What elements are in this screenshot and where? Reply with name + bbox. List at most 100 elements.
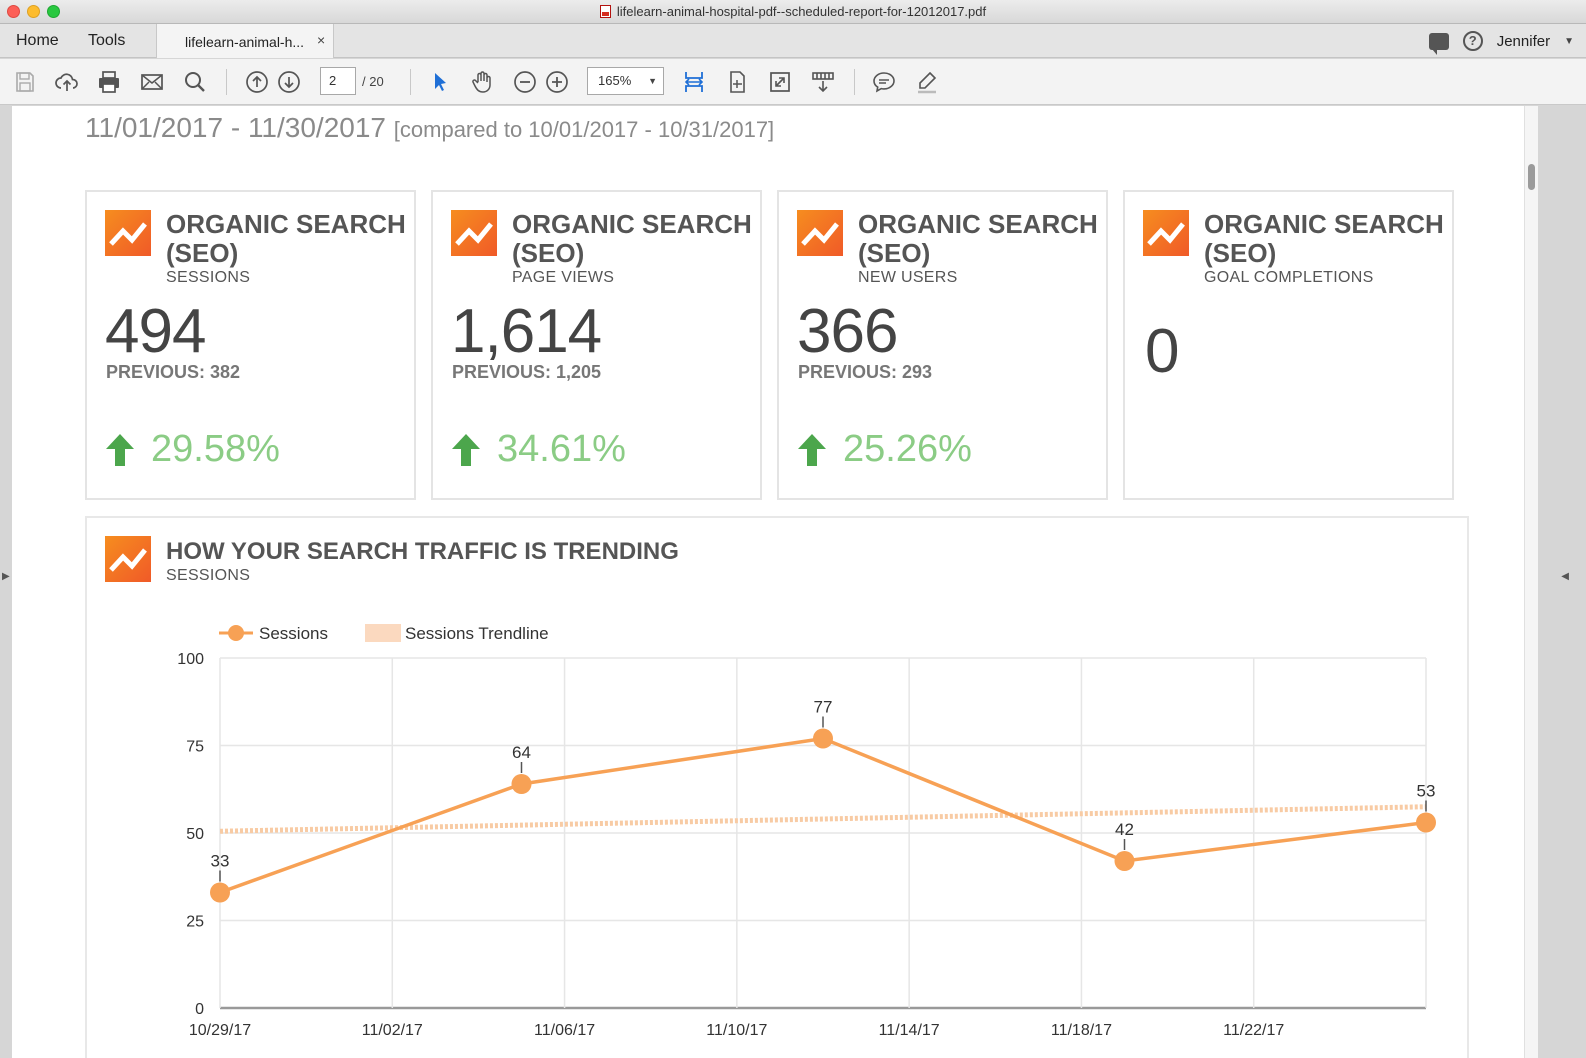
data-point xyxy=(210,882,230,903)
close-tab-icon[interactable]: × xyxy=(317,32,326,48)
legend-trendline-swatch xyxy=(365,624,401,642)
data-label: 33 xyxy=(211,852,230,871)
page-total: / 20 xyxy=(362,74,384,89)
up-arrow-icon xyxy=(797,433,827,467)
card-subtitle: SESSIONS xyxy=(166,269,251,286)
right-panel-toggle-icon[interactable]: ◀ xyxy=(1561,571,1569,582)
legend-label-sessions: Sessions xyxy=(259,624,328,643)
chart-legend: Sessions Sessions Trendline xyxy=(219,624,549,643)
chevron-down-icon[interactable]: ▼ xyxy=(1564,35,1574,47)
window-titlebar: lifelearn-animal-hospital-pdf--scheduled… xyxy=(0,0,1586,24)
data-label: 64 xyxy=(512,743,531,762)
account-area: ? Jennifer ▼ xyxy=(1428,30,1574,55)
search-icon[interactable] xyxy=(183,70,207,94)
pdf-file-icon xyxy=(599,5,611,18)
user-name[interactable]: Jennifer xyxy=(1496,32,1551,50)
page-number-input[interactable]: 2 xyxy=(320,67,356,95)
y-tick-label: 75 xyxy=(186,739,204,756)
legend-label-trendline: Sessions Trendline xyxy=(405,624,549,643)
card-change: 29.58% xyxy=(105,428,280,471)
close-window-button[interactable] xyxy=(7,5,20,18)
card-title: ORGANIC SEARCH (SEO) xyxy=(166,209,406,268)
y-tick-label: 25 xyxy=(186,914,204,931)
card-title: ORGANIC SEARCH (SEO) xyxy=(1204,209,1444,268)
scrollbar-thumb[interactable] xyxy=(1528,164,1535,190)
card-value: 494 xyxy=(105,297,206,366)
mail-icon[interactable] xyxy=(140,70,164,94)
scroll-mode-icon[interactable] xyxy=(811,70,835,94)
card-previous: PREVIOUS: 382 xyxy=(106,362,241,382)
fit-width-icon[interactable] xyxy=(725,70,749,94)
data-point xyxy=(1416,812,1436,833)
y-tick-label: 0 xyxy=(195,1001,204,1018)
left-panel-toggle-icon[interactable]: ▶ xyxy=(2,571,10,582)
data-point xyxy=(511,774,532,794)
card-subtitle: GOAL COMPLETIONS xyxy=(1204,269,1374,286)
change-value: 25.26% xyxy=(843,428,972,470)
maximize-window-button[interactable] xyxy=(47,5,60,18)
compare-range-text: [compared to 10/01/2017 - 10/31/2017] xyxy=(393,117,775,142)
select-tool-icon[interactable] xyxy=(428,70,452,94)
kpi-card-sessions: ORGANIC SEARCH (SEO) SESSIONS 494 PREVIO… xyxy=(85,190,416,500)
card-change: 25.26% xyxy=(797,428,972,471)
series-trendline xyxy=(219,804,1427,834)
fullscreen-icon[interactable] xyxy=(768,70,792,94)
save-icon[interactable] xyxy=(13,70,37,94)
prev-page-icon[interactable] xyxy=(245,70,269,94)
trend-title: HOW YOUR SEARCH TRAFFIC IS TRENDING xyxy=(166,538,679,565)
toolbar: 2 / 20 165% ▼ xyxy=(0,59,1586,105)
window-title: lifelearn-animal-hospital-pdf--scheduled… xyxy=(0,4,1586,19)
legend-sessions-marker xyxy=(228,625,244,641)
kpi-card-goal-completions: ORGANIC SEARCH (SEO) GOAL COMPLETIONS 0 xyxy=(1123,190,1454,500)
sessions-line-chart: Sessions Sessions Trendline 0 25 50 75 100 10/2… xyxy=(177,624,1436,1039)
highlight-icon[interactable] xyxy=(915,70,939,94)
comment-icon[interactable] xyxy=(872,70,896,94)
help-icon[interactable]: ? xyxy=(1462,31,1483,51)
trend-logo-icon xyxy=(105,536,151,582)
chat-icon[interactable] xyxy=(1428,32,1449,55)
card-title: ORGANIC SEARCH (SEO) xyxy=(512,209,752,268)
zoom-out-icon[interactable] xyxy=(513,70,537,94)
data-point xyxy=(1114,851,1135,871)
trend-subtitle: SESSIONS xyxy=(166,567,251,584)
x-tick-label: 10/29/17 xyxy=(189,1022,251,1039)
x-tick-label: 11/06/17 xyxy=(534,1022,595,1039)
trend-logo-icon xyxy=(451,210,497,256)
pdf-page: 11/01/2017 - 11/30/2017 [compared to 10/… xyxy=(12,106,1538,1058)
toolbar-divider xyxy=(854,69,855,95)
zoom-select[interactable]: 165% ▼ xyxy=(587,67,664,95)
chevron-down-icon: ▼ xyxy=(648,76,657,86)
document-viewport[interactable]: ▶ ◀ 11/01/2017 - 11/30/2017 [compared to… xyxy=(0,106,1586,1058)
kpi-card-new-users: ORGANIC SEARCH (SEO) NEW USERS 366 PREVI… xyxy=(777,190,1108,500)
x-tick-label: 11/14/17 xyxy=(879,1022,940,1039)
fit-page-icon[interactable] xyxy=(682,70,706,94)
tab-tools[interactable]: Tools xyxy=(88,32,126,49)
toolbar-divider xyxy=(410,69,411,95)
card-subtitle: PAGE VIEWS xyxy=(512,269,615,286)
card-subtitle: NEW USERS xyxy=(858,269,958,286)
zoom-in-icon[interactable] xyxy=(545,70,569,94)
vertical-scrollbar[interactable] xyxy=(1524,106,1538,1058)
tab-document[interactable]: lifelearn-animal-h... × xyxy=(156,24,334,58)
hand-tool-icon[interactable] xyxy=(470,70,494,94)
card-value: 1,614 xyxy=(451,297,602,366)
trend-panel: HOW YOUR SEARCH TRAFFIC IS TRENDING SESS… xyxy=(85,516,1469,1058)
zoom-value: 165% xyxy=(598,73,632,88)
change-value: 34.61% xyxy=(497,428,626,470)
card-previous: PREVIOUS: 1,205 xyxy=(452,362,602,382)
report-date-range: 11/01/2017 - 11/30/2017 [compared to 10/… xyxy=(85,112,774,144)
upload-icon[interactable] xyxy=(55,70,79,94)
data-label: 77 xyxy=(814,698,833,717)
window-title-text: lifelearn-animal-hospital-pdf--scheduled… xyxy=(616,4,987,19)
data-label: 53 xyxy=(1417,782,1436,801)
card-value: 366 xyxy=(797,297,898,366)
document-tab-label: lifelearn-animal-h... xyxy=(185,34,305,50)
print-icon[interactable] xyxy=(97,70,121,94)
tab-home[interactable]: Home xyxy=(16,32,59,49)
minimize-window-button[interactable] xyxy=(27,5,40,18)
next-page-icon[interactable] xyxy=(277,70,301,94)
date-range-text: 11/01/2017 - 11/30/2017 xyxy=(85,112,386,143)
up-arrow-icon xyxy=(105,433,135,467)
card-value: 0 xyxy=(1145,317,1179,386)
x-tick-label: 11/10/17 xyxy=(706,1022,767,1039)
